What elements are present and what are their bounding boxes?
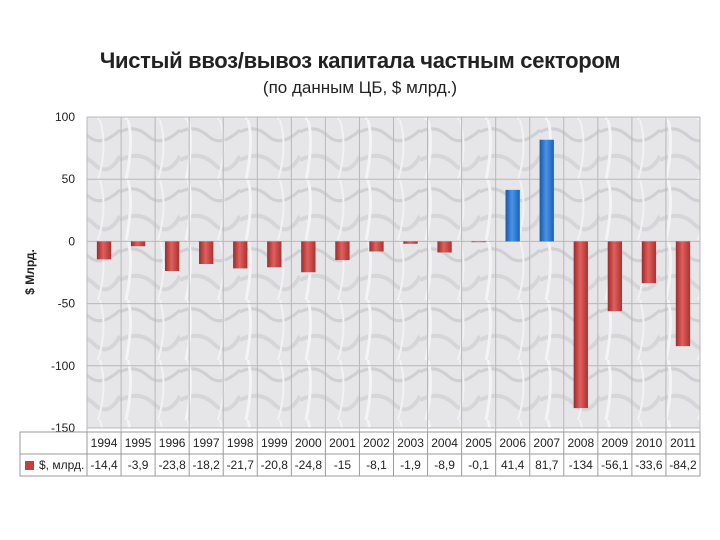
x-tick-label: 2008 (567, 436, 594, 450)
data-label: -8,1 (366, 458, 387, 472)
x-tick-label: 2011 (670, 436, 696, 450)
data-label: -18,2 (193, 458, 221, 472)
y-tick-label: 50 (62, 172, 76, 186)
x-tick-label: 1998 (227, 436, 254, 450)
bar (539, 139, 554, 242)
data-label: -0,1 (468, 458, 489, 472)
bar (233, 241, 248, 269)
data-label: -33,6 (635, 458, 663, 472)
bar (471, 241, 486, 243)
y-tick-label: 100 (55, 110, 75, 124)
legend-swatch (25, 461, 34, 470)
x-tick-label: 2005 (465, 436, 492, 450)
chart-subtitle: (по данным ЦБ, $ млрд.) (262, 78, 458, 97)
bar (301, 241, 316, 273)
x-tick-label: 2009 (602, 436, 629, 450)
legend-label: $, млрд. (39, 458, 84, 472)
x-tick-label: 2000 (295, 436, 322, 450)
bar (199, 241, 214, 265)
data-label: -134 (569, 458, 593, 472)
bar (267, 241, 282, 268)
bar (164, 241, 180, 272)
bar (369, 241, 384, 252)
data-label: 81,7 (535, 458, 559, 472)
data-label: 41,4 (501, 458, 525, 472)
x-tick-label: 1994 (91, 436, 118, 450)
data-label: -24,8 (295, 458, 323, 472)
bar (335, 241, 350, 261)
x-tick-label: 1996 (159, 436, 186, 450)
bar (437, 241, 452, 253)
data-label: -56,1 (601, 458, 629, 472)
bar (403, 241, 418, 244)
y-axis-label: $ Млрд. (23, 249, 37, 295)
bar (607, 241, 623, 312)
x-tick-label: 1999 (261, 436, 288, 450)
data-label: -23,8 (158, 458, 186, 472)
data-label: -21,7 (227, 458, 255, 472)
bar (675, 241, 691, 347)
chart-title: Чистый ввоз/вывоз капитала частным секто… (99, 48, 621, 73)
x-tick-label: 2007 (533, 436, 560, 450)
y-tick-label: 0 (68, 234, 75, 248)
bar (505, 189, 520, 242)
data-label: -15 (334, 458, 352, 472)
x-tick-label: 2001 (329, 436, 356, 450)
x-tick-label: 2003 (397, 436, 424, 450)
bar (130, 241, 146, 247)
x-tick-label: 2002 (363, 436, 390, 450)
y-tick-label: -100 (51, 359, 75, 373)
data-label: -14,4 (90, 458, 118, 472)
data-label: -1,9 (400, 458, 421, 472)
bar (96, 241, 112, 260)
data-label: -8,9 (434, 458, 455, 472)
x-tick-label: 2006 (499, 436, 526, 450)
x-tick-label: 1997 (193, 436, 220, 450)
data-label: -84,2 (669, 458, 697, 472)
data-label: -20,8 (261, 458, 289, 472)
bar (641, 241, 657, 284)
data-label: -3,9 (128, 458, 149, 472)
y-tick-label: -50 (58, 297, 76, 311)
x-tick-label: 2010 (636, 436, 663, 450)
x-tick-label: 2004 (431, 436, 458, 450)
x-tick-label: 1995 (125, 436, 152, 450)
bar (573, 241, 588, 409)
